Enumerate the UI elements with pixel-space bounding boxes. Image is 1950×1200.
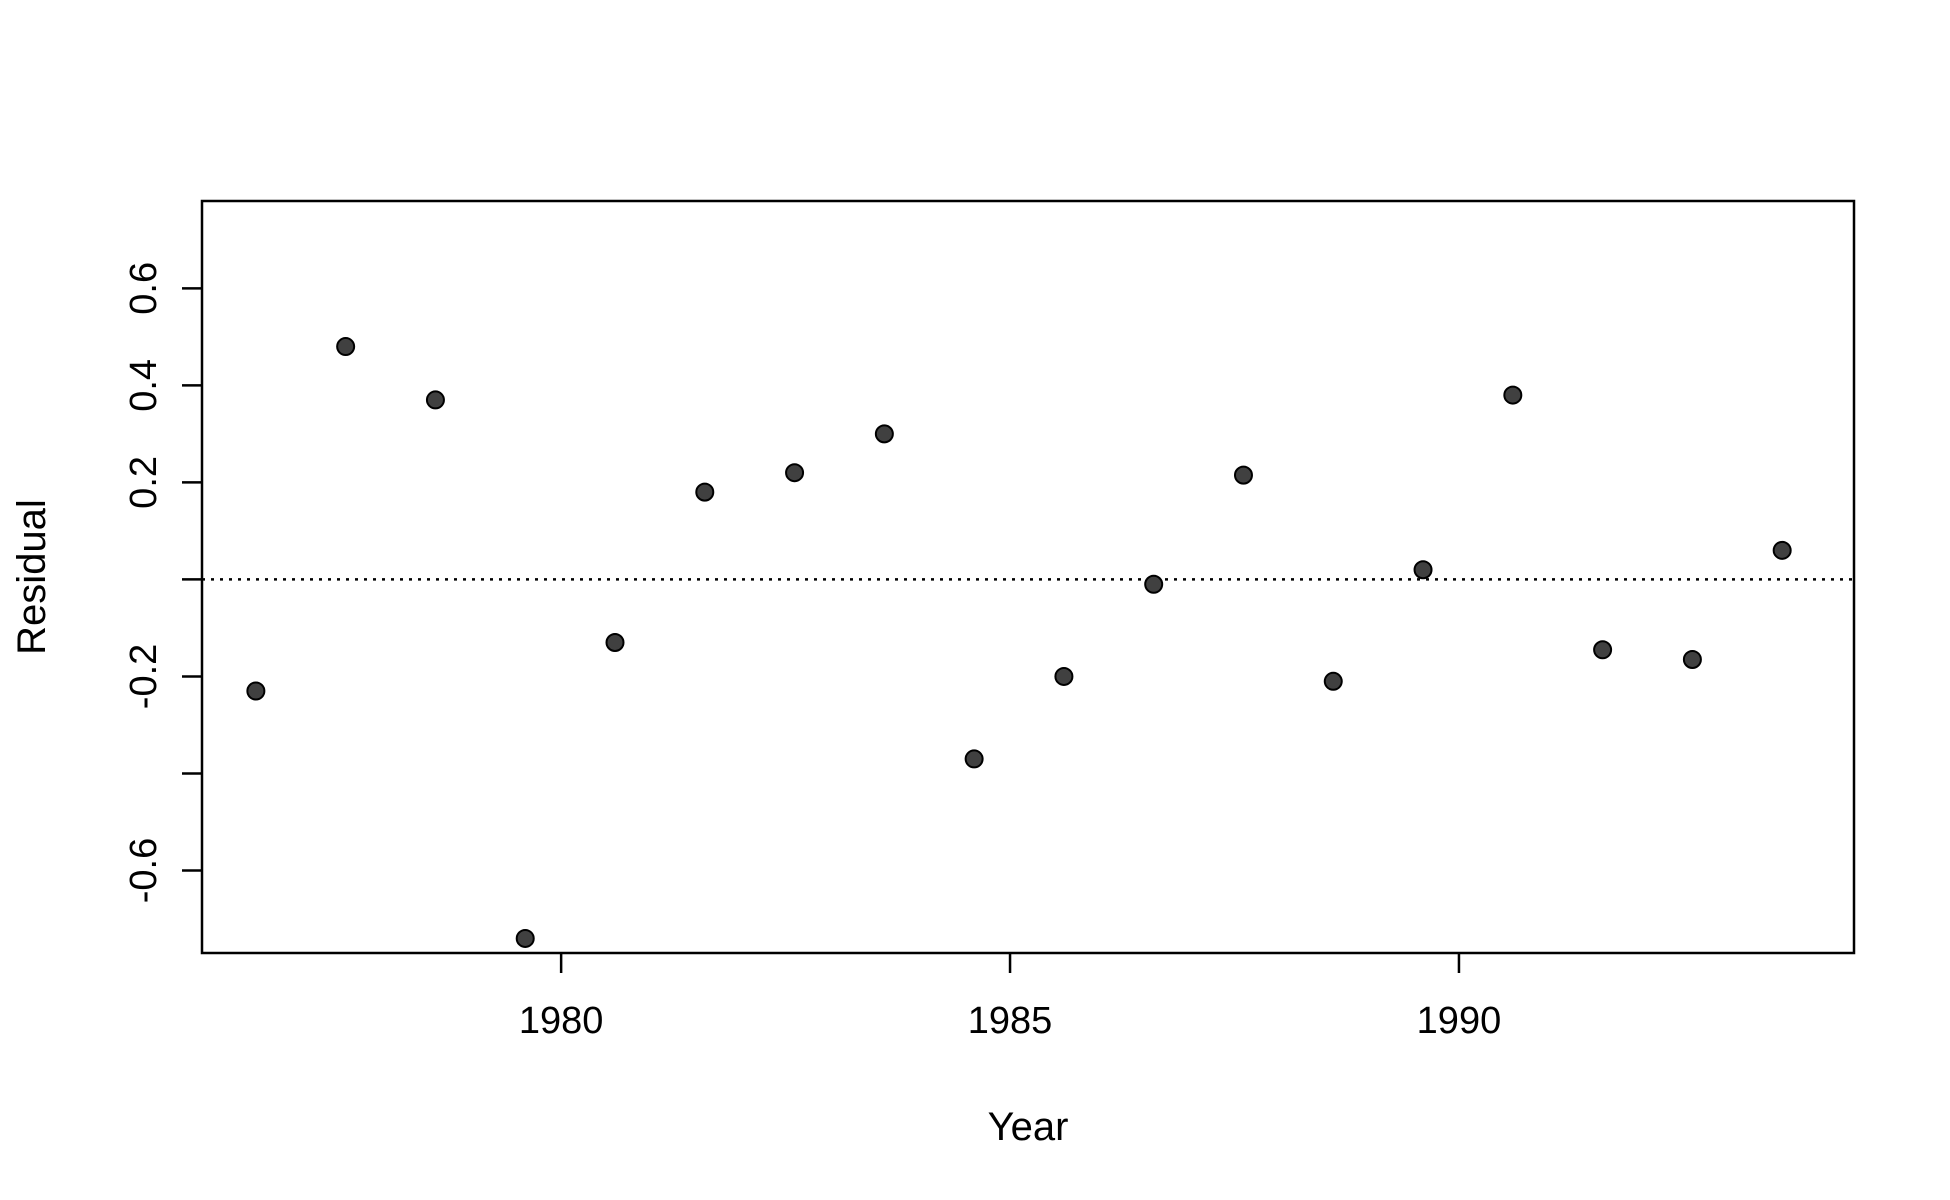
data-point bbox=[425, 390, 445, 410]
data-point bbox=[605, 632, 625, 652]
y-axis-title: Residual bbox=[10, 499, 54, 655]
data-point bbox=[1323, 671, 1343, 691]
data-point bbox=[1413, 560, 1433, 580]
data-point bbox=[246, 681, 266, 701]
data-point bbox=[874, 424, 894, 444]
data-point bbox=[1503, 385, 1523, 405]
y-tick-label: -0.2 bbox=[123, 644, 165, 709]
data-point bbox=[1054, 666, 1074, 686]
y-tick-label: 0.4 bbox=[123, 359, 165, 412]
data-points bbox=[246, 337, 1792, 948]
data-point bbox=[515, 928, 535, 948]
data-point bbox=[336, 337, 356, 357]
data-point bbox=[1233, 465, 1253, 485]
x-tick-label: 1990 bbox=[1417, 1000, 1502, 1042]
data-point bbox=[1593, 640, 1613, 660]
y-tick-label: -0.6 bbox=[123, 838, 165, 903]
data-point bbox=[964, 749, 984, 769]
y-axis: -0.6 -0.2 0.2 0.4 0.6 bbox=[123, 262, 202, 903]
data-point bbox=[785, 463, 805, 483]
data-point bbox=[695, 482, 715, 502]
data-point bbox=[1682, 649, 1702, 669]
x-axis: 1980 1985 1990 bbox=[519, 953, 1501, 1042]
x-tick-label: 1980 bbox=[519, 1000, 604, 1042]
y-tick-label: 0.6 bbox=[123, 262, 165, 315]
data-point bbox=[1144, 574, 1164, 594]
x-axis-title: Year bbox=[988, 1105, 1069, 1149]
data-point bbox=[1772, 540, 1792, 560]
plot-frame bbox=[200, 199, 1856, 955]
y-tick-label: 0.2 bbox=[123, 456, 165, 509]
x-tick-label: 1985 bbox=[968, 1000, 1053, 1042]
